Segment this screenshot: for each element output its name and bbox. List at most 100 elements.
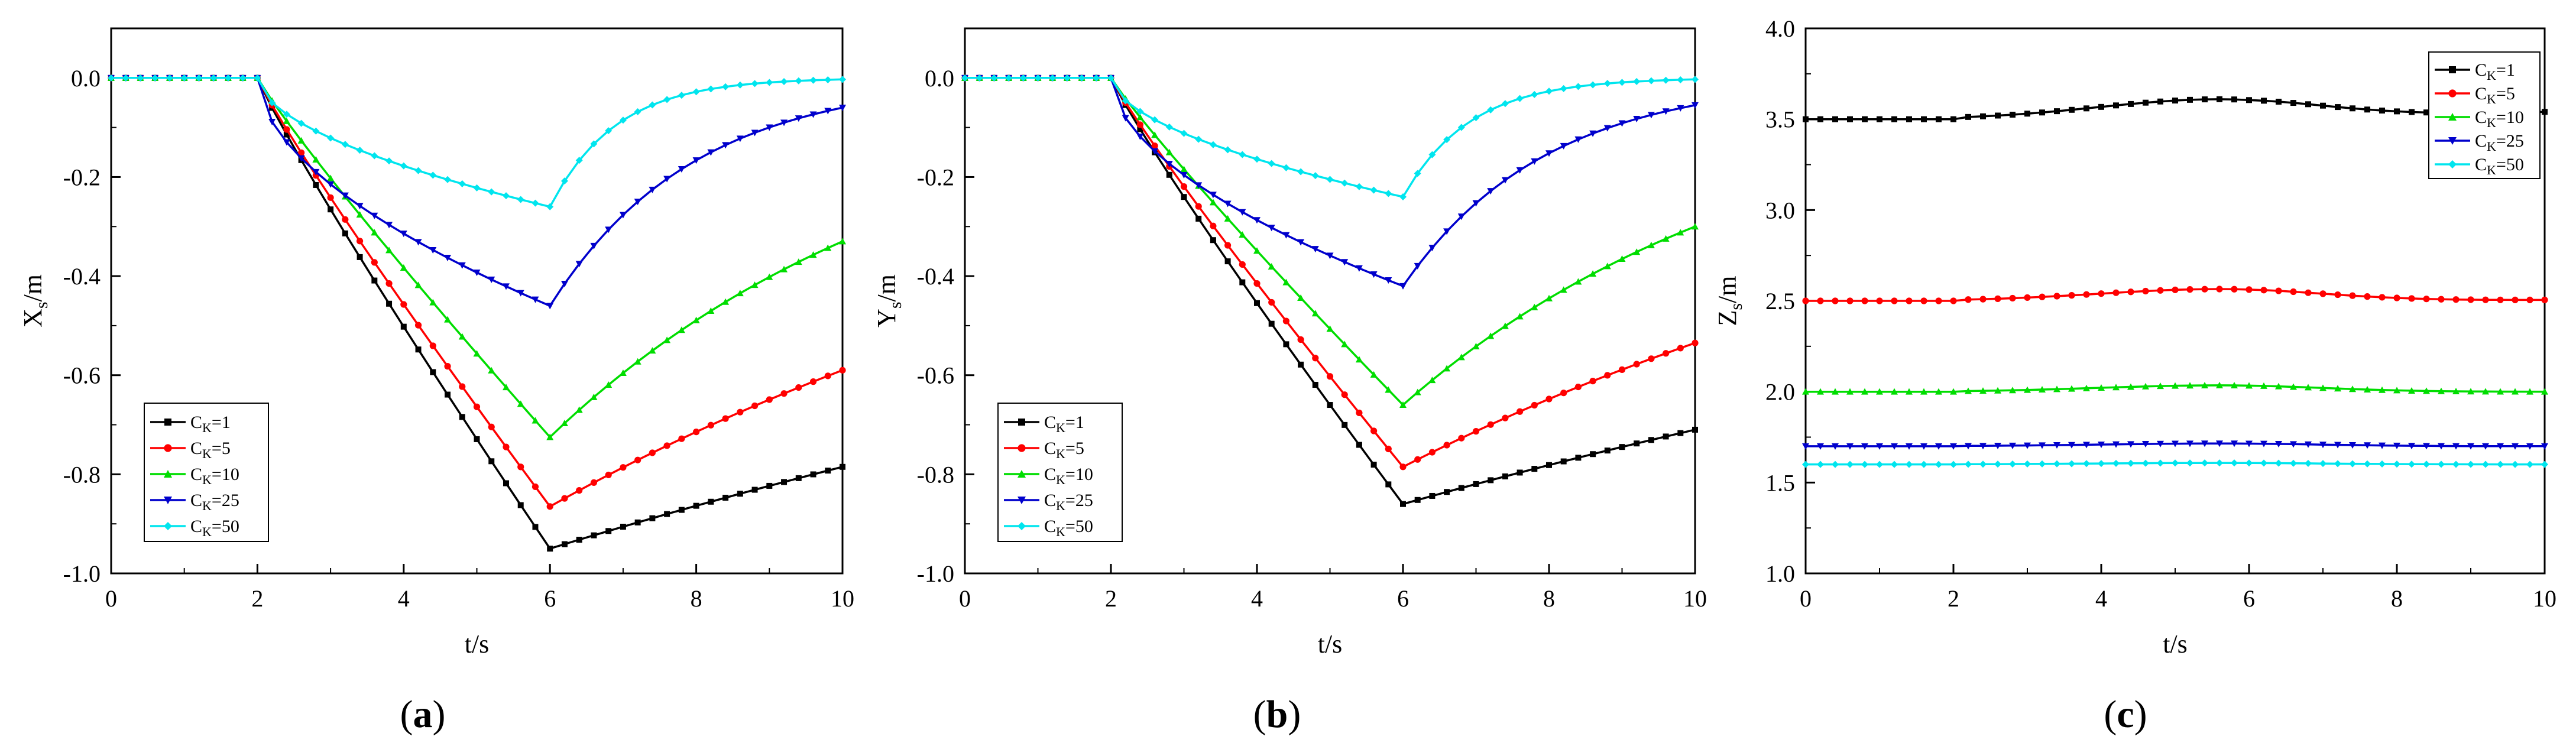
y-tick-label: -0.4 — [917, 263, 954, 290]
data-point — [1876, 460, 1883, 468]
text-part: s — [32, 301, 51, 309]
text-part: -0.4 — [63, 263, 101, 290]
x-tick-label: 2 — [251, 585, 263, 612]
data-point — [1370, 371, 1378, 378]
data-point — [488, 366, 495, 374]
data-point — [1443, 136, 1451, 144]
data-point — [430, 369, 436, 375]
text-part: 4.0 — [1765, 15, 1795, 42]
data-point — [1414, 497, 1421, 503]
data-point — [2408, 295, 2415, 302]
text-part: 2.5 — [1765, 288, 1795, 314]
data-point — [444, 176, 452, 183]
data-point — [1195, 182, 1203, 189]
data-point — [488, 276, 495, 283]
data-point — [780, 265, 788, 273]
data-point — [634, 519, 641, 526]
data-point — [2393, 294, 2400, 301]
data-point — [2379, 460, 2386, 468]
text-part: =1 — [1065, 413, 1084, 432]
data-point — [722, 298, 730, 305]
text-part: =5 — [2496, 84, 2515, 103]
text-part: 4 — [2095, 585, 2107, 612]
data-point — [2512, 388, 2519, 395]
data-point — [2186, 440, 2193, 447]
data-point — [839, 105, 846, 112]
data-point — [1355, 356, 1363, 363]
data-point — [560, 420, 568, 427]
data-point — [780, 119, 788, 127]
data-point — [2497, 443, 2504, 450]
data-point — [2482, 388, 2489, 395]
data-point — [722, 142, 730, 149]
data-point — [766, 396, 773, 403]
data-point — [1648, 355, 1655, 362]
data-point — [1283, 341, 1289, 348]
data-point — [458, 262, 466, 269]
data-point — [2142, 441, 2149, 448]
text-part: 4 — [398, 585, 410, 612]
data-point — [1472, 343, 1480, 350]
data-point — [327, 194, 334, 201]
data-point — [2349, 292, 2356, 299]
data-point — [2069, 106, 2075, 113]
data-point — [283, 117, 290, 124]
data-point — [2364, 106, 2370, 113]
data-point — [663, 442, 670, 449]
data-point — [546, 203, 554, 210]
data-point — [2202, 96, 2208, 103]
text-part: 2 — [1948, 585, 1959, 612]
x-tick-label: 8 — [691, 585, 702, 612]
data-point — [1151, 116, 1159, 124]
text-part: =5 — [212, 439, 231, 458]
text-part: =10 — [212, 465, 239, 484]
data-point — [2127, 441, 2134, 448]
data-point — [1122, 115, 1129, 122]
x-tick-label: 6 — [1397, 585, 1409, 612]
series-4 — [108, 74, 846, 310]
data-point — [164, 444, 172, 452]
data-point — [1545, 395, 1553, 403]
data-point — [1209, 141, 1217, 148]
data-point — [751, 402, 759, 410]
series-5 — [108, 74, 846, 210]
data-point — [2246, 459, 2253, 467]
data-point — [400, 264, 407, 271]
data-point — [1618, 255, 1626, 262]
data-point — [1370, 427, 1378, 434]
data-point — [2231, 382, 2238, 389]
panel-caption: (b) — [1253, 693, 1301, 736]
text-part: K — [202, 524, 212, 539]
text-part: C — [2475, 60, 2487, 80]
data-point — [795, 115, 802, 122]
data-point — [1136, 108, 1144, 115]
data-point — [1457, 213, 1465, 220]
data-point — [824, 244, 832, 251]
data-point — [503, 480, 509, 486]
data-point — [2217, 96, 2222, 102]
data-point — [1802, 297, 1809, 304]
data-point — [1370, 462, 1377, 468]
data-point — [517, 400, 524, 407]
data-point — [1891, 297, 1898, 304]
text-part: 8 — [1543, 585, 1555, 612]
data-point — [1817, 388, 1824, 395]
data-point — [164, 470, 172, 478]
data-point — [1385, 386, 1392, 393]
data-point — [1575, 455, 1582, 461]
data-point — [312, 156, 320, 163]
data-point — [1891, 388, 1898, 395]
text-part: 10 — [1683, 585, 1707, 612]
x-tick-label: 0 — [959, 585, 971, 612]
data-point — [2290, 383, 2297, 390]
y-axis-label: Ys/m — [872, 274, 905, 327]
data-point — [634, 456, 641, 463]
data-point — [1443, 365, 1451, 372]
data-point — [1692, 76, 1699, 83]
data-point — [1195, 135, 1203, 143]
data-point — [2497, 296, 2504, 303]
text-part: ( — [400, 693, 413, 736]
y-tick-label: -0.8 — [917, 461, 954, 488]
data-point — [619, 212, 627, 219]
data-point — [2394, 108, 2400, 115]
